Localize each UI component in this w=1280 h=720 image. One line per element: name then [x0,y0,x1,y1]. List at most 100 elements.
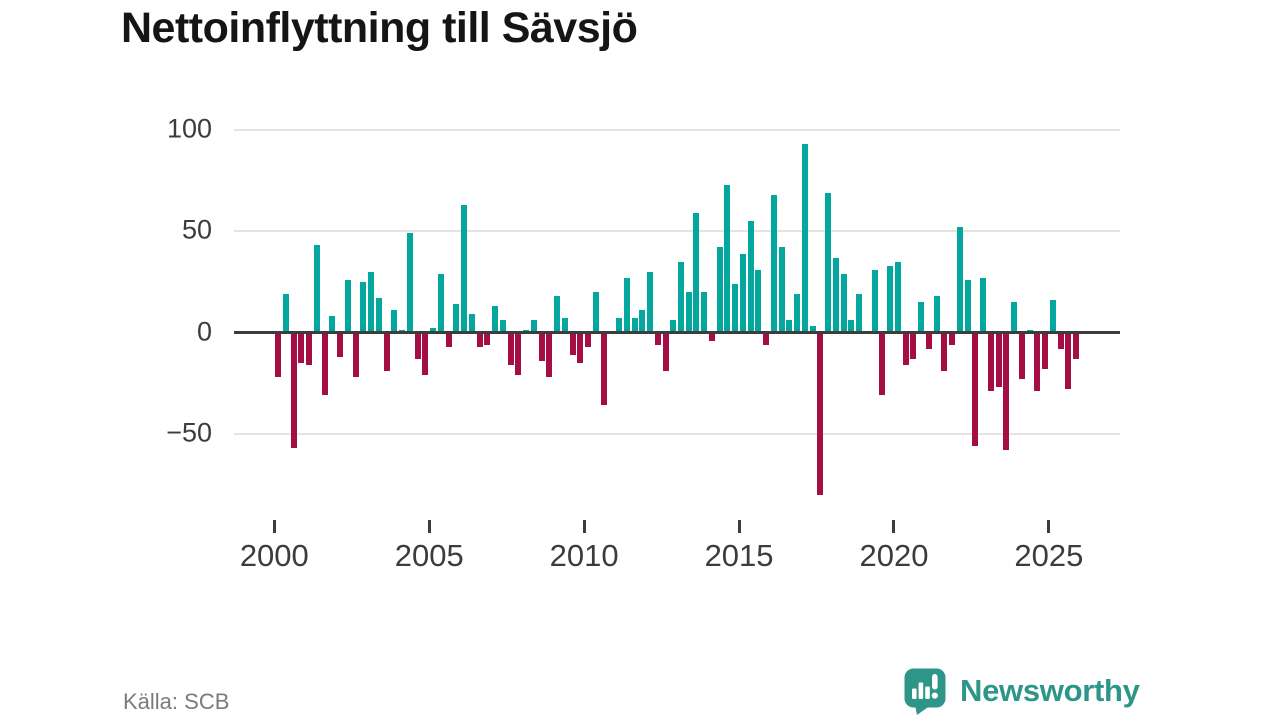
bar-2023q4 [1011,302,1018,333]
bar-2021q2 [933,296,940,333]
bar-2022q1 [956,227,963,333]
bar-2004q2 [406,233,413,333]
bar-2020q3 [910,332,917,359]
bar-2010q3 [600,332,607,406]
bar-2009q4 [577,332,584,363]
bar-2003q3 [383,332,390,371]
x-tick-2010 [582,520,586,533]
bar-2013q4 [701,292,708,333]
x-axis-label-2025: 2025 [1014,538,1084,573]
bar-2006q1 [461,204,468,333]
bar-2009q3 [569,332,576,355]
bar-2012q2 [654,332,661,345]
bar-2025q2 [1057,332,1064,349]
bar-2005q4 [453,304,460,333]
bar-2009q1 [554,296,561,333]
x-axis-label-2015: 2015 [704,538,774,573]
bar-2011q3 [631,318,638,333]
bar-2015q1 [739,253,746,333]
x-axis-label-2005: 2005 [394,538,464,573]
bar-2012q4 [670,320,677,333]
bar-2007q1 [492,306,499,333]
x-tick-2005 [427,520,431,533]
bar-2013q3 [693,213,700,333]
x-axis-label-2010: 2010 [549,538,619,573]
bar-2014q2 [716,247,723,333]
bar-2016q3 [786,320,793,333]
bar-2017q3 [817,332,824,495]
x-tick-2000 [272,520,276,533]
bar-2000q4 [298,332,305,363]
bar-2007q2 [499,320,506,333]
bar-2012q3 [662,332,669,371]
y-axis-label-50: 50 [181,214,212,245]
bar-2008q2 [530,320,537,333]
bar-2025q1 [1049,300,1056,333]
gridline-y--50 [234,432,1120,435]
bar-2004q4 [422,332,429,376]
bar-2019q3 [879,332,886,396]
bar-2018q3 [848,320,855,333]
zero-axis-line [234,331,1120,334]
x-tick-2015 [737,520,741,533]
newsworthy-logo: Newsworthy [903,667,1140,715]
bar-2007q4 [515,332,522,376]
bar-2011q2 [623,277,630,333]
bar-2006q3 [476,332,483,347]
bar-2022q2 [964,279,971,333]
bar-2000q3 [290,332,297,448]
bar-2009q2 [561,318,568,333]
bar-2016q2 [778,247,785,333]
bar-2003q1 [368,271,375,333]
bar-2014q3 [724,184,731,333]
bar-2019q4 [887,265,894,333]
y-axis-label--50: −50 [166,417,212,448]
bar-2008q4 [546,332,553,378]
bar-2007q3 [507,332,514,365]
bar-2020q1 [894,261,901,333]
bar-2001q3 [321,332,328,396]
gridline-y-100 [234,129,1120,131]
bar-2025q4 [1073,332,1080,359]
bar-2017q1 [801,144,808,333]
bar-2021q1 [925,332,932,349]
bar-2014q4 [732,283,739,333]
bar-2003q2 [375,298,382,333]
bar-2023q3 [1003,332,1010,450]
bar-2006q4 [484,332,491,345]
bar-2008q3 [538,332,545,361]
bar-2005q2 [437,273,444,333]
bar-2013q2 [685,292,692,333]
bar-2012q1 [647,271,653,333]
bar-2001q2 [313,245,320,333]
bar-2014q1 [708,332,715,341]
x-tick-2025 [1047,520,1051,533]
bar-2018q2 [840,273,847,333]
bar-2020q4 [918,302,925,333]
y-axis-label-0: 0 [196,315,212,346]
bar-2023q1 [987,332,994,392]
chart-title: Nettoinflyttning till Sävsjö [121,4,638,52]
bar-2006q2 [468,314,475,333]
bar-2019q2 [871,269,878,333]
bar-2011q1 [616,318,623,333]
bar-2010q1 [585,332,592,347]
bar-2022q3 [972,332,979,446]
bar-2015q4 [763,332,770,345]
bar-2018q4 [856,294,863,333]
bar-2002q3 [352,332,359,378]
x-axis-label-2000: 2000 [239,538,309,573]
bar-2017q4 [825,192,832,333]
bar-2020q2 [902,332,909,365]
bar-2021q4 [949,332,956,345]
bar-2005q1 [430,328,437,333]
bar-2018q1 [832,257,839,333]
bar-2017q2 [809,326,816,333]
bar-2003q4 [391,310,398,333]
bar-2005q3 [445,332,452,347]
bar-2016q1 [770,194,777,333]
bar-2002q1 [337,332,344,357]
bar-2015q2 [747,221,754,333]
newsworthy-logo-text: Newsworthy [960,673,1140,708]
